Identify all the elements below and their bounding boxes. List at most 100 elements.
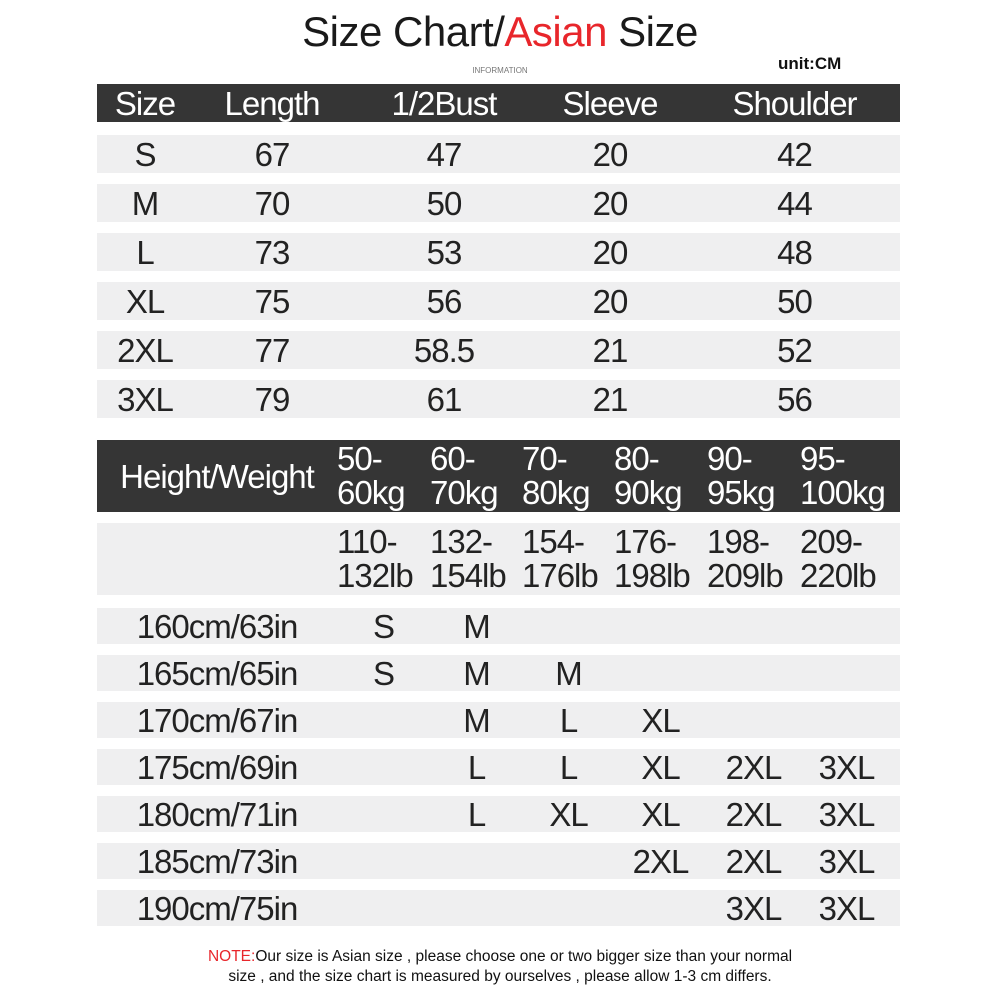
size-cell: 2XL <box>725 842 783 880</box>
subtitle: INFORMATION <box>472 66 528 75</box>
table-cell: 20 <box>592 233 629 271</box>
table-row: L 73 53 20 48 <box>97 233 900 271</box>
range-line: 132lb <box>337 557 414 594</box>
height-cell: 185cm/73in <box>136 842 299 880</box>
range-line: 209lb <box>707 557 784 594</box>
size-cell: 2XL <box>632 842 690 880</box>
table-row: S 67 47 20 42 <box>97 135 900 173</box>
table-row: 2XL 77 58.5 21 52 <box>97 331 900 369</box>
size-cell: S <box>372 654 395 692</box>
range-line: 60- <box>430 440 476 477</box>
table-row: 185cm/73in 2XL 2XL 3XL <box>97 843 900 879</box>
table-row: 190cm/75in 3XL 3XL <box>97 890 900 926</box>
table-cell: 20 <box>592 135 629 173</box>
table-row: 180cm/71in L XL XL 2XL 3XL <box>97 796 900 832</box>
range-line: 80kg <box>522 474 591 511</box>
weight-lb-cell: 198- 209lb <box>707 523 807 595</box>
corner-header: Height/Weight <box>120 457 315 495</box>
size-cell <box>790 702 903 738</box>
table-cell: 56 <box>426 282 463 320</box>
table-cell: 20 <box>592 184 629 222</box>
table-cell: 44 <box>777 184 813 222</box>
range-line: 154- <box>522 523 585 560</box>
column-header: Sleeve <box>562 84 659 122</box>
column-header: Length <box>224 84 321 122</box>
table-cell: 61 <box>426 380 463 418</box>
weight-lb-cell: 176- 198lb <box>614 523 714 595</box>
table-cell: 42 <box>777 135 813 173</box>
page-title: Size Chart/Asian Size <box>0 8 1000 56</box>
size-cell <box>790 608 903 644</box>
table-row: 175cm/69in L L XL 2XL 3XL <box>97 749 900 785</box>
height-cell: 160cm/63in <box>136 607 299 645</box>
weight-kg-header: 60- 70kg <box>430 440 530 512</box>
range-line: 198lb <box>614 557 691 594</box>
weight-kg-header: 90- 95kg <box>707 440 807 512</box>
table-cell: 79 <box>254 380 291 418</box>
table-cell: 75 <box>254 282 291 320</box>
weight-lb-cell: 132- 154lb <box>430 523 530 595</box>
height-cell: 175cm/69in <box>136 748 299 786</box>
weight-lb-cell: 110- 132lb <box>337 523 437 595</box>
range-line: 95- <box>800 440 846 477</box>
range-line: 100kg <box>800 474 886 511</box>
weight-kg-header: 95- 100kg <box>800 440 900 512</box>
size-cell: M <box>555 654 583 692</box>
table-cell: 50 <box>777 282 813 320</box>
range-line: 132- <box>430 523 493 560</box>
size-cell: 3XL <box>818 889 876 927</box>
table-cell: 52 <box>777 331 813 369</box>
size-cell: L <box>559 701 578 739</box>
size-cell: 3XL <box>725 889 783 927</box>
table-cell: 2XL <box>117 331 174 369</box>
range-line: 50- <box>337 440 383 477</box>
range-line: 209- <box>800 523 863 560</box>
size-cell: S <box>372 607 395 645</box>
table-cell: 67 <box>254 135 291 173</box>
range-line: 60kg <box>337 474 406 511</box>
height-cell: 170cm/67in <box>136 701 299 739</box>
table-row: 3XL 79 61 21 56 <box>97 380 900 418</box>
range-line: 90- <box>707 440 753 477</box>
title-accent: Asian <box>504 8 607 55</box>
fit-table-header: Height/Weight 50- 60kg 60- 70kg 70- 80kg 80- 90k… <box>97 440 900 512</box>
height-cell: 165cm/65in <box>136 654 299 692</box>
size-cell: 3XL <box>818 842 876 880</box>
unit-label: unit:CM <box>778 54 842 73</box>
range-line: 198- <box>707 523 770 560</box>
title-text-end: Size <box>606 8 698 55</box>
table-cell: L <box>136 233 154 271</box>
range-line: 220lb <box>800 557 877 594</box>
size-cell: XL <box>641 748 680 786</box>
table-cell: 53 <box>426 233 463 271</box>
note-line-2: size , and the size chart is measured by… <box>228 968 772 985</box>
weight-lb-cell: 154- 176lb <box>522 523 622 595</box>
table-row: 160cm/63in S M <box>97 608 900 644</box>
table-row: 170cm/67in M L XL <box>97 702 900 738</box>
weight-lb-row: 110- 132lb 132- 154lb 154- 176lb 176- 198lb 198-… <box>97 523 900 595</box>
table-cell: M <box>131 184 160 222</box>
table-cell: 50 <box>426 184 463 222</box>
table-cell: 21 <box>592 331 629 369</box>
size-cell: M <box>463 701 491 739</box>
range-line: 110- <box>337 523 398 560</box>
range-line: 80- <box>614 440 660 477</box>
table-cell: 21 <box>592 380 629 418</box>
table-row: M 70 50 20 44 <box>97 184 900 222</box>
size-cell: XL <box>641 701 680 739</box>
table-cell: S <box>134 135 156 173</box>
table-cell: XL <box>125 282 165 320</box>
title-text: Size Chart/ <box>302 8 505 55</box>
column-header: Size <box>114 84 176 122</box>
range-line: 176lb <box>522 557 599 594</box>
weight-lb-cell: 209- 220lb <box>800 523 900 595</box>
range-line: 70kg <box>430 474 499 511</box>
range-line: 176- <box>614 523 677 560</box>
size-cell: M <box>463 607 491 645</box>
height-cell: 180cm/71in <box>136 795 299 833</box>
size-cell: 3XL <box>818 795 876 833</box>
size-cell: L <box>559 748 578 786</box>
size-cell: 2XL <box>725 795 783 833</box>
table-cell: 58.5 <box>413 331 475 369</box>
size-cell: L <box>467 748 486 786</box>
